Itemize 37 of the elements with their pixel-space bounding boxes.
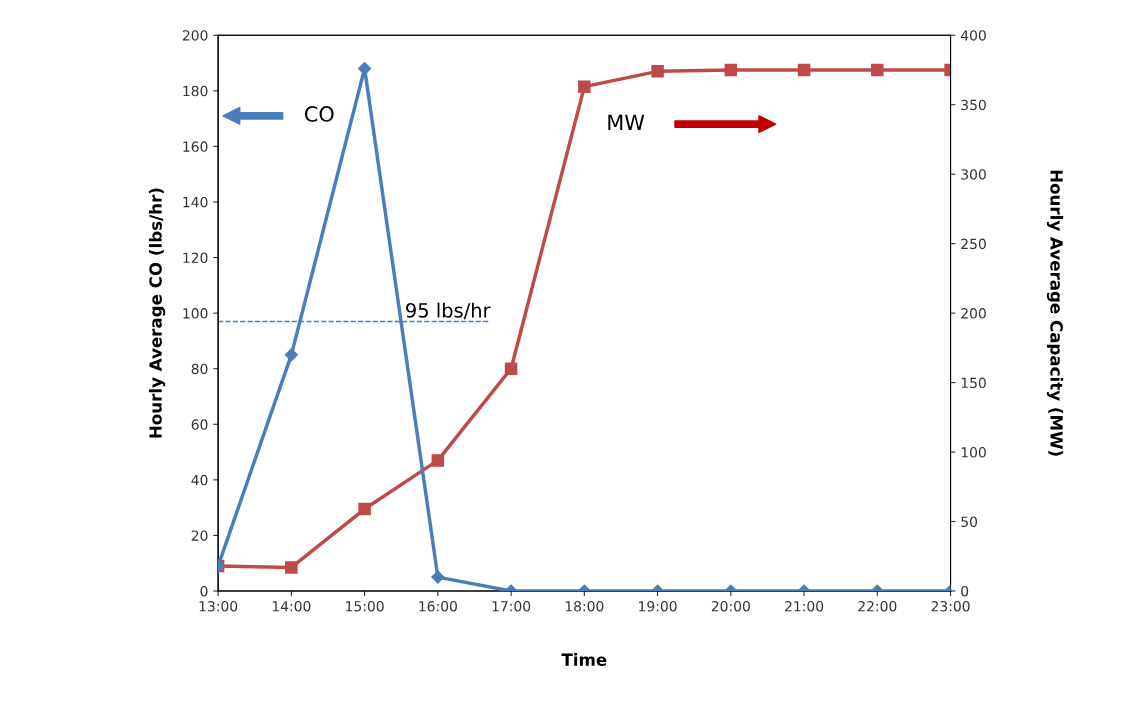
- annotation: CO: [304, 106, 334, 122]
- y2-tick-label: 50: [961, 516, 978, 528]
- x-tick-label: 17:00: [492, 600, 531, 612]
- y-axis-title: Hourly Average CO (lbs/hr): [148, 188, 166, 438]
- ref-line-label: 95 lbs/hr: [406, 302, 491, 320]
- x-tick-label: 21:00: [785, 600, 824, 612]
- x-tick-label: 22:00: [858, 600, 897, 612]
- y2-tick-label: 350: [961, 99, 986, 111]
- x-tick-label: 13:00: [199, 600, 238, 612]
- x-tick-label: 16:00: [419, 600, 457, 612]
- x-tick-label: 23:00: [931, 600, 970, 612]
- x-tick-label: 14:00: [272, 600, 311, 612]
- y-tick-label: 60: [191, 419, 208, 430]
- y-tick-label: 100: [183, 308, 208, 319]
- x-tick-label: 18:00: [565, 600, 604, 612]
- x-tick-label: 20:00: [711, 600, 750, 612]
- x-tick-label: 19:00: [639, 600, 677, 612]
- y2-axis-title: Hourly Average Capacity (MW): [1046, 170, 1064, 456]
- y-tick-label: 140: [183, 196, 208, 208]
- y-tick-label: 80: [191, 363, 208, 375]
- y-tick-label: 20: [191, 530, 208, 541]
- y-tick-label: 40: [191, 474, 208, 486]
- y-tick-label: 180: [183, 85, 208, 97]
- y2-tick-label: 200: [961, 308, 986, 319]
- y2-tick-label: 100: [961, 447, 986, 458]
- annotation: MW: [608, 114, 645, 130]
- y2-tick-label: 0: [961, 585, 969, 597]
- y-tick-label: 200: [182, 30, 208, 41]
- y-tick-label: 0: [200, 585, 208, 597]
- x-tick-label: 15:00: [346, 600, 384, 612]
- y-tick-label: 160: [183, 141, 208, 152]
- y2-tick-label: 400: [960, 30, 986, 41]
- y-tick-label: 120: [183, 252, 208, 264]
- y2-tick-label: 150: [961, 377, 986, 389]
- y2-tick-label: 250: [961, 238, 986, 250]
- y2-tick-label: 300: [961, 169, 986, 180]
- x-axis-title: Time: [561, 653, 607, 666]
